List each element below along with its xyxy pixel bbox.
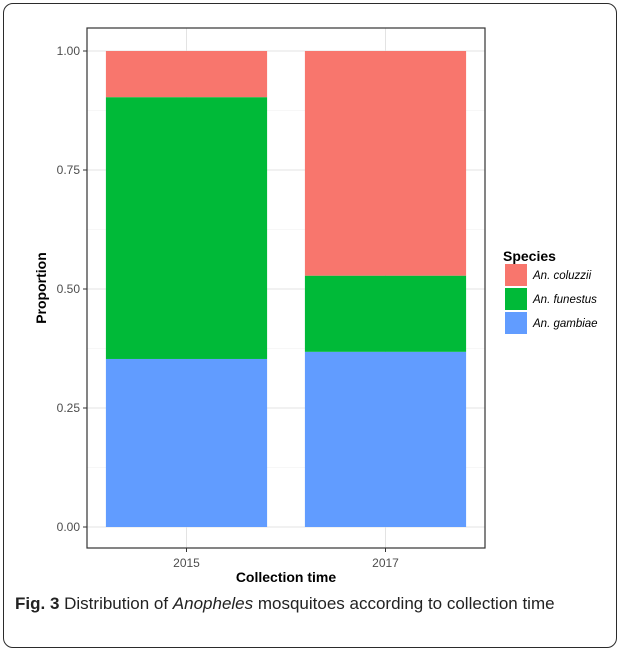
axis-layer: 0.00 0.25 0.50 0.75 1.00 2015 2017 xyxy=(57,44,400,570)
y-tick-label: 1.00 xyxy=(57,44,81,58)
legend-key xyxy=(505,312,527,334)
bars-layer xyxy=(105,51,467,527)
plot-panel-border xyxy=(86,27,486,549)
y-tick-label: 0.75 xyxy=(57,163,81,177)
bar-segment-an-gambiae-2015 xyxy=(105,358,268,527)
caption-label: Fig. 3 xyxy=(15,594,60,613)
legend-label: An. coluzzii xyxy=(532,270,592,282)
legend-key xyxy=(505,264,527,286)
legend-title: Species xyxy=(503,248,556,264)
figure-caption: Fig. 3 Distribution of Anopheles mosquit… xyxy=(15,592,615,616)
y-axis-label: Proportion xyxy=(33,252,49,324)
y-tick-label: 0.00 xyxy=(57,520,81,534)
legend: Species An. coluzzii An. funestus An. gamb… xyxy=(503,248,598,334)
legend-label: An. funestus xyxy=(532,294,597,306)
legend-key xyxy=(505,288,527,310)
caption-italic-text: Anopheles xyxy=(172,594,254,613)
bar-segment-an-funestus-2015 xyxy=(105,97,268,359)
y-tick-label: 0.50 xyxy=(57,282,81,296)
figure-frame xyxy=(3,3,617,648)
bar-segment-an-funestus-2017 xyxy=(304,275,467,352)
legend-label: An. gambiae xyxy=(532,318,598,330)
x-axis-label: Collection time xyxy=(236,569,337,585)
caption-text-after: mosquitoes according to collection time xyxy=(253,594,555,613)
y-tick-label: 0.25 xyxy=(57,401,81,415)
bar-segment-an-coluzzii-2015 xyxy=(105,51,268,98)
caption-text-before: Distribution of xyxy=(59,594,173,613)
x-tick-label: 2015 xyxy=(173,556,200,570)
bar-segment-an-coluzzii-2017 xyxy=(304,51,467,276)
x-tick-label: 2017 xyxy=(372,556,399,570)
bar-segment-an-gambiae-2017 xyxy=(304,351,467,527)
